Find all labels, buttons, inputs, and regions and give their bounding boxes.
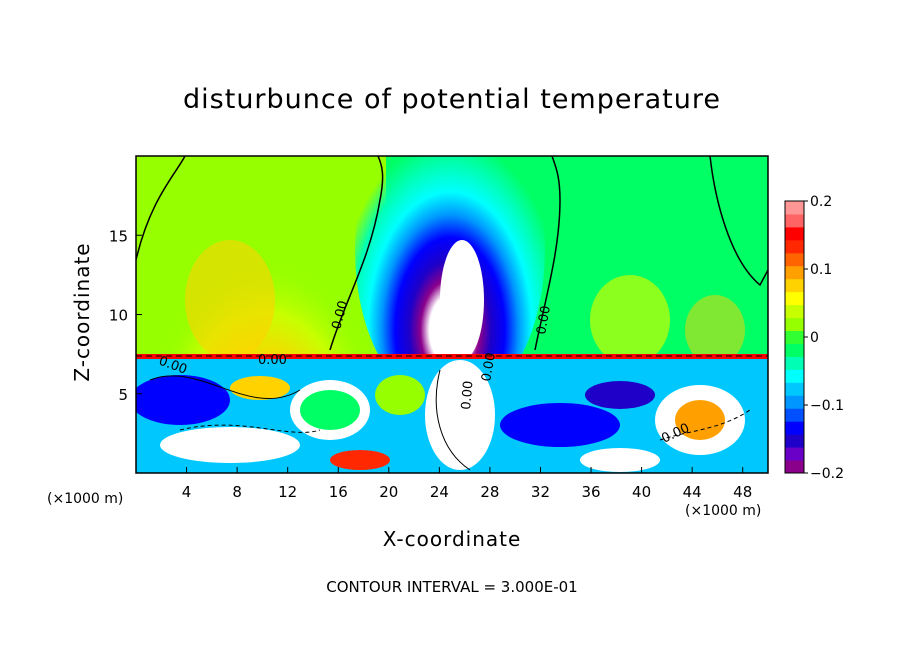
x-tick-label: 44 [683, 483, 702, 501]
x-axis: 4 8 12 16 20 24 28 32 36 40 44 48 [182, 467, 752, 501]
x-tick-label: 8 [232, 483, 242, 501]
y-tick-label: 5 [118, 386, 128, 404]
heatmap-field [136, 156, 768, 473]
x-tick-label: 28 [480, 483, 499, 501]
colorbar-swatch [785, 421, 804, 435]
colorbar-swatch [785, 291, 804, 306]
x-tick-label: 12 [278, 483, 297, 501]
x-tick-label: 4 [182, 483, 192, 501]
x-axis-label: X-coordinate [382, 527, 522, 551]
colorbar-swatch [785, 317, 804, 332]
colorbar-swatch [785, 434, 804, 448]
colorbar-swatch [785, 213, 804, 228]
colorbar-swatch [785, 356, 804, 370]
x-tick-label: 40 [632, 483, 651, 501]
colorbar-swatch [785, 369, 804, 383]
colorbar: 0.2 0.1 0 −0.1 −0.2 [784, 194, 844, 482]
x-tick-label: 16 [329, 483, 348, 501]
colorbar-tick-label: −0.2 [810, 466, 844, 482]
colorbar-swatch [785, 252, 804, 267]
colorbar-tick-label: 0.2 [810, 194, 832, 210]
y-tick-label: 10 [109, 307, 128, 325]
y-tick-label: 15 [109, 227, 128, 245]
colorbar-swatch [785, 278, 804, 293]
colorbar-swatch [785, 408, 804, 422]
contour-label: 0.00 [534, 305, 554, 336]
x-tick-label: 36 [581, 483, 600, 501]
colorbar-swatch [785, 447, 804, 461]
x-tick-label: 20 [379, 483, 398, 501]
colorbar-swatch [785, 239, 804, 254]
colorbar-swatch [785, 460, 804, 474]
y-axis: 5 10 15 [109, 227, 142, 404]
colorbar-tick-label: 0.1 [810, 262, 832, 278]
contour-label: 0.00 [459, 380, 476, 410]
contour-label: 0.00 [479, 352, 499, 383]
y-axis-label: Z-coordinate [70, 242, 94, 382]
colorbar-swatch [785, 330, 804, 344]
colorbar-tick-label: −0.1 [810, 398, 844, 414]
colorbar-swatch [785, 382, 804, 396]
colorbar-swatch [785, 226, 804, 241]
x-tick-label: 24 [430, 483, 449, 501]
colorbar-swatch [785, 201, 804, 215]
contour-label: 0.00 [329, 299, 351, 331]
colorbar-swatch [785, 265, 804, 280]
x-tick-label: 48 [733, 483, 752, 501]
colorbar-swatch [785, 304, 804, 319]
x-unit-right: (×1000 m) [685, 503, 762, 519]
colorbar-swatch [785, 395, 804, 409]
chart-title: disturbunce of potential temperature [183, 84, 721, 115]
colorbar-tick-label: 0 [810, 330, 819, 346]
contour-label: 0.00 [258, 353, 287, 368]
contour-interval-note: CONTOUR INTERVAL = 3.000E-01 [326, 578, 578, 596]
colorbar-swatch [785, 343, 804, 357]
x-tick-label: 32 [531, 483, 550, 501]
x-unit-left: (×1000 m) [47, 491, 124, 507]
